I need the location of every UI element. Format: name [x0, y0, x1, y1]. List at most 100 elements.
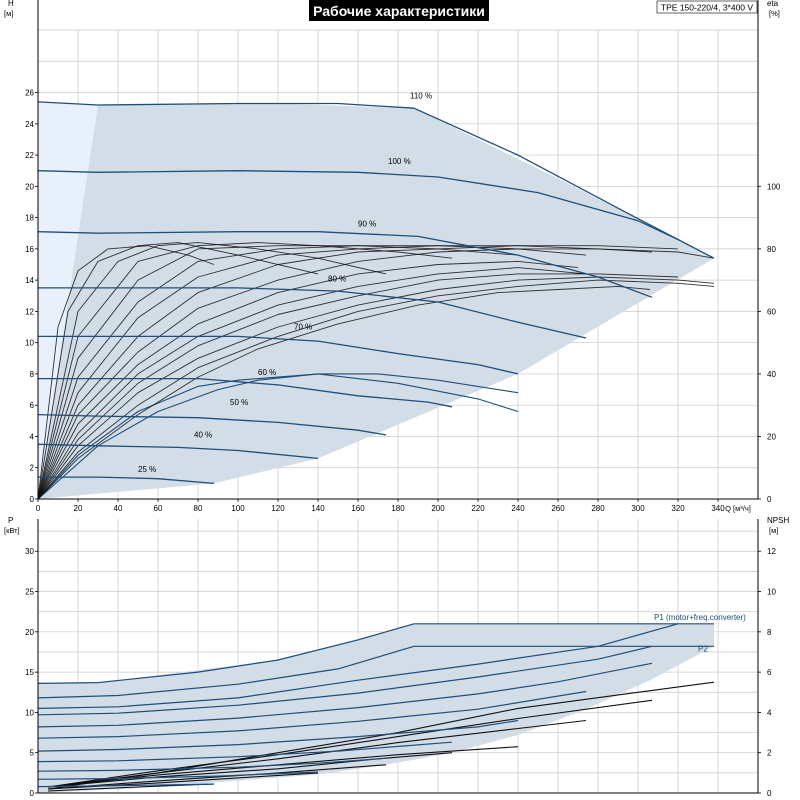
y-tick-label: 10 [25, 708, 34, 717]
power-curve [37, 662, 653, 728]
head-curve [37, 443, 319, 460]
speed-percent-label: 60 % [258, 368, 276, 377]
y2-axis-unit: [%] [769, 9, 780, 18]
y-tick-label: 20 [25, 182, 34, 191]
operating-envelope [38, 101, 714, 500]
x-axis-title: Q [м³/ч] [725, 504, 751, 513]
power-curve [37, 757, 387, 772]
head-curve [37, 101, 715, 259]
y2-tick-label: 0 [767, 789, 772, 798]
speed-percent-label: 50 % [230, 398, 248, 407]
head-curves: 110 % 100 % 90 % 80 % 70 % 60 % 50 % 40 % 25 % [37, 91, 715, 485]
y-tick-label: 26 [25, 89, 34, 98]
x-tick-label: 40 [114, 504, 123, 513]
x-tick-label: 340 [711, 504, 725, 513]
speed-percent-label: 70 % [294, 323, 312, 332]
npsh-curve [47, 699, 653, 788]
y2-axis-unit: [м] [769, 526, 778, 535]
series-label: P1 (motor+freq.converter) [654, 613, 746, 622]
efficiency-curve [37, 373, 519, 500]
y2-tick-label: 6 [767, 668, 772, 677]
y2-tick-label: 2 [767, 749, 772, 758]
efficiency-curves [37, 242, 715, 500]
light-region [38, 101, 98, 500]
y-tick-label: 18 [25, 214, 34, 223]
x-tick-label: 200 [431, 504, 445, 513]
y-axis-title: H [8, 0, 14, 8]
y2-tick-label: 40 [767, 370, 776, 379]
head-curve [37, 231, 653, 298]
efficiency-curve [37, 273, 679, 500]
y-tick-label: 0 [30, 495, 35, 504]
efficiency-curve [37, 245, 215, 500]
y2-tick-label: 20 [767, 432, 776, 441]
y2-tick-label: 100 [767, 182, 781, 191]
y-axis-title: P [8, 516, 13, 525]
y2-tick-label: 4 [767, 708, 772, 717]
efficiency-curve [37, 242, 453, 500]
speed-percent-label: 25 % [138, 465, 156, 474]
y2-tick-label: 60 [767, 307, 776, 316]
x-tick-label: 220 [471, 504, 485, 513]
npsh-curve [47, 764, 387, 790]
head-curve [38, 476, 215, 485]
y-tick-label: 30 [25, 547, 34, 556]
efficiency-curve [37, 245, 653, 500]
pump-model-label: TPE 150-220/4, 3*400 V [661, 3, 753, 13]
power-curve [37, 719, 519, 752]
y2-tick-label: 10 [767, 588, 776, 597]
x-tick-label: 300 [631, 504, 645, 513]
efficiency-curve [37, 242, 319, 500]
x-tick-label: 180 [391, 504, 405, 513]
power-curve [37, 690, 587, 739]
y-tick-label: 20 [25, 628, 34, 637]
x-tick-label: 80 [194, 504, 203, 513]
y-axis-unit: [м] [4, 9, 13, 18]
x-tick-label: 100 [231, 504, 245, 513]
npsh-curve [47, 752, 453, 788]
speed-percent-label: 110 % [410, 91, 432, 100]
y-tick-label: 22 [25, 151, 34, 160]
efficiency-curve [37, 373, 519, 500]
power-curves: P1 (motor+freq.converter) P2 [37, 613, 746, 788]
top-axes: 02468101214161820222426020406080100H[м]e… [4, 0, 781, 513]
power-curve [37, 645, 653, 716]
efficiency-curve [37, 267, 587, 500]
head-curve [38, 377, 453, 408]
x-tick-label: 60 [154, 504, 163, 513]
power-curve [37, 623, 714, 684]
x-tick-label: 120 [271, 504, 285, 513]
speed-percent-label: 100 % [388, 157, 411, 166]
y2-tick-label: 8 [767, 628, 772, 637]
y-tick-label: 25 [25, 588, 34, 597]
power-curve [37, 645, 714, 699]
efficiency-curve [37, 260, 579, 500]
x-tick-label: 160 [351, 504, 365, 513]
y-axis-unit: [кВт] [4, 526, 20, 535]
chart-title: Рабочие характеристики [313, 3, 485, 19]
speed-percent-label: 80 % [328, 274, 346, 283]
x-tick-label: 260 [551, 504, 565, 513]
y-tick-label: 10 [25, 339, 34, 348]
speed-percent-label: 40 % [194, 431, 212, 440]
y-tick-label: 6 [30, 401, 35, 410]
y-tick-label: 4 [30, 432, 35, 441]
y2-tick-label: 80 [767, 245, 776, 254]
operating-envelope [38, 623, 714, 793]
y-tick-label: 16 [25, 245, 34, 254]
top-envelope [38, 101, 714, 500]
series-label: P2 [698, 645, 708, 654]
efficiency-curve [37, 248, 715, 500]
y-tick-label: 24 [25, 120, 34, 129]
efficiency-curve [37, 245, 587, 500]
efficiency-curve [37, 242, 387, 500]
y-tick-label: 15 [25, 668, 34, 677]
y-tick-label: 5 [30, 749, 35, 758]
y2-tick-label: 12 [767, 547, 776, 556]
x-tick-label: 240 [511, 504, 525, 513]
y2-tick-label: 0 [767, 495, 772, 504]
power-curve [37, 741, 453, 763]
efficiency-curve [37, 279, 715, 500]
efficiency-curve [37, 245, 519, 500]
speed-percent-label: 90 % [358, 220, 376, 229]
